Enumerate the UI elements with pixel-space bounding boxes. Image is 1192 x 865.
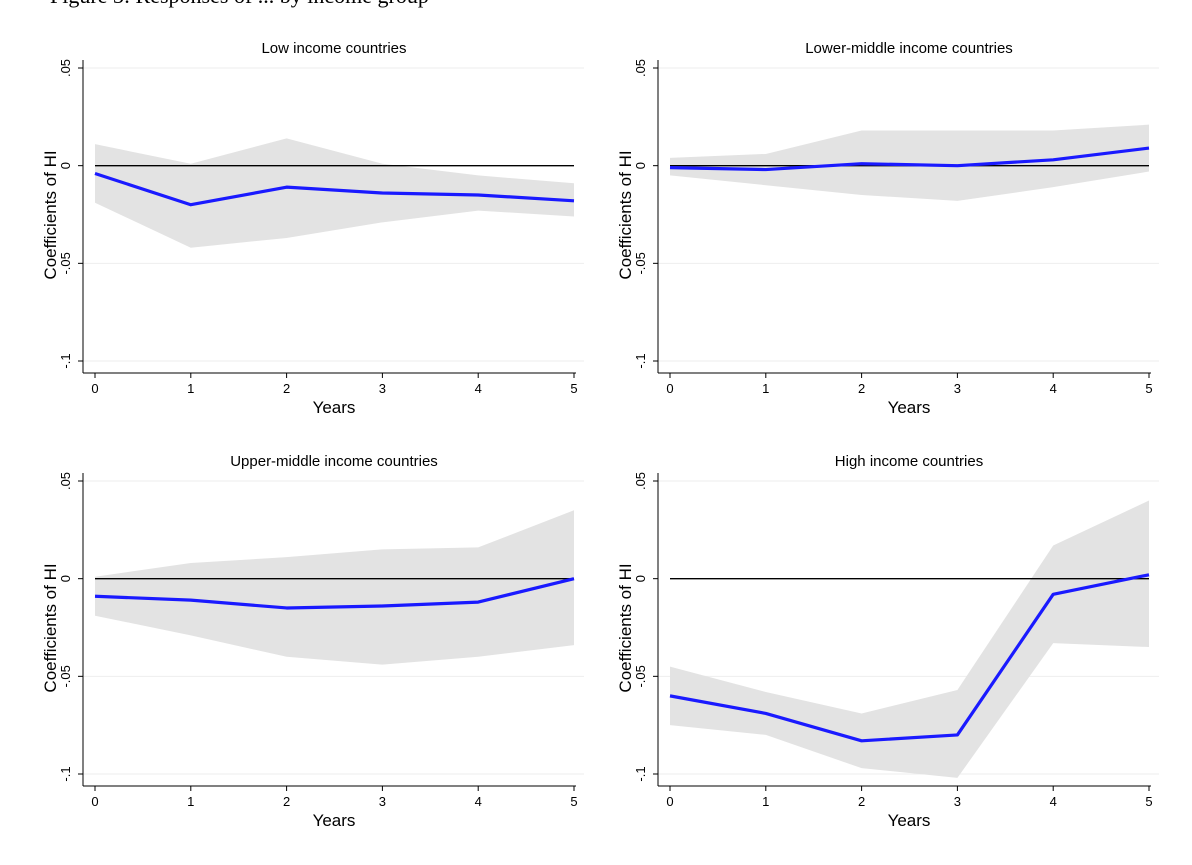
chart-panel-1: .05 0 -.05 -.1 0 1 2 3 4 5 Low income countries Yea… bbox=[41, 40, 584, 417]
x-tick-label: 4 bbox=[475, 381, 482, 396]
y-tick-label: .05 bbox=[633, 59, 648, 77]
panel-title: Upper-middle income countries bbox=[230, 453, 438, 470]
confidence-band bbox=[95, 138, 574, 248]
figure-caption-clipped: Figure 3: Responses of ... by income gro… bbox=[0, 0, 1192, 12]
x-tick-label: 4 bbox=[475, 794, 482, 809]
x-tick-label: 1 bbox=[762, 381, 769, 396]
x-tick-label: 5 bbox=[1145, 794, 1152, 809]
x-tick-label: 1 bbox=[187, 794, 194, 809]
chart-panel-3: .05 0 -.05 -.1 0 1 2 3 4 5 Upper-middle income cou… bbox=[41, 453, 584, 830]
y-tick-label: -.05 bbox=[58, 665, 73, 687]
y-tick-label: -.1 bbox=[633, 353, 648, 368]
y-axis-label: Coefficients of HI bbox=[616, 563, 635, 692]
coefficient-series-line bbox=[669, 146, 1150, 172]
x-tick-label: 5 bbox=[570, 381, 577, 396]
y-tick-label: 0 bbox=[58, 575, 73, 582]
y-tick-label: -.05 bbox=[633, 665, 648, 687]
x-axis-label: Years bbox=[888, 811, 931, 830]
x-tick-label: 2 bbox=[283, 794, 290, 809]
x-tick-label: 2 bbox=[858, 381, 865, 396]
x-axis-label: Years bbox=[313, 811, 356, 830]
x-tick-label: 3 bbox=[954, 794, 961, 809]
coefficient-series-line bbox=[94, 577, 575, 610]
figure-caption: Figure 3: Responses of ... by income gro… bbox=[50, 0, 429, 9]
x-tick-label: 1 bbox=[187, 381, 194, 396]
x-tick-label: 4 bbox=[1050, 794, 1057, 809]
y-axis-label: Coefficients of HI bbox=[41, 150, 60, 279]
y-tick-label: -.1 bbox=[633, 766, 648, 781]
y-tick-label: .05 bbox=[633, 472, 648, 490]
y-axis-label: Coefficients of HI bbox=[41, 563, 60, 692]
x-axis-label: Years bbox=[313, 398, 356, 417]
x-tick-label: 0 bbox=[91, 381, 98, 396]
confidence-band bbox=[670, 124, 1149, 201]
x-tick-label: 5 bbox=[1145, 381, 1152, 396]
y-tick-label: .05 bbox=[58, 472, 73, 490]
panel-title: High income countries bbox=[835, 453, 983, 470]
y-tick-label: -.05 bbox=[58, 252, 73, 274]
chart-panel-4: .05 0 -.05 -.1 0 1 2 3 4 5 High income countries Ye… bbox=[616, 453, 1159, 830]
y-tick-label: 0 bbox=[633, 575, 648, 582]
x-tick-label: 3 bbox=[379, 794, 386, 809]
x-tick-label: 4 bbox=[1050, 381, 1057, 396]
y-axis-label: Coefficients of HI bbox=[616, 150, 635, 279]
x-tick-label: 3 bbox=[954, 381, 961, 396]
coefficient-series-line bbox=[669, 573, 1150, 743]
x-tick-label: 0 bbox=[666, 381, 673, 396]
y-tick-label: .05 bbox=[58, 59, 73, 77]
confidence-band bbox=[95, 510, 574, 665]
x-tick-label: 0 bbox=[91, 794, 98, 809]
x-tick-label: 5 bbox=[570, 794, 577, 809]
chart-panel-2: .05 0 -.05 -.1 0 1 2 3 4 5 Lower-middle income cou… bbox=[616, 40, 1159, 417]
y-tick-label: -.1 bbox=[58, 353, 73, 368]
x-axis-label: Years bbox=[888, 398, 931, 417]
panel-title: Low income countries bbox=[261, 40, 406, 57]
panel-title: Lower-middle income countries bbox=[805, 40, 1013, 57]
y-tick-label: -.05 bbox=[633, 252, 648, 274]
y-tick-label: -.1 bbox=[58, 766, 73, 781]
y-tick-label: 0 bbox=[58, 162, 73, 169]
x-tick-label: 3 bbox=[379, 381, 386, 396]
coefficient-series-line bbox=[94, 171, 575, 207]
x-tick-label: 2 bbox=[283, 381, 290, 396]
x-tick-label: 0 bbox=[666, 794, 673, 809]
y-tick-label: 0 bbox=[633, 162, 648, 169]
x-tick-label: 2 bbox=[858, 794, 865, 809]
confidence-band bbox=[670, 500, 1149, 778]
x-tick-label: 1 bbox=[762, 794, 769, 809]
